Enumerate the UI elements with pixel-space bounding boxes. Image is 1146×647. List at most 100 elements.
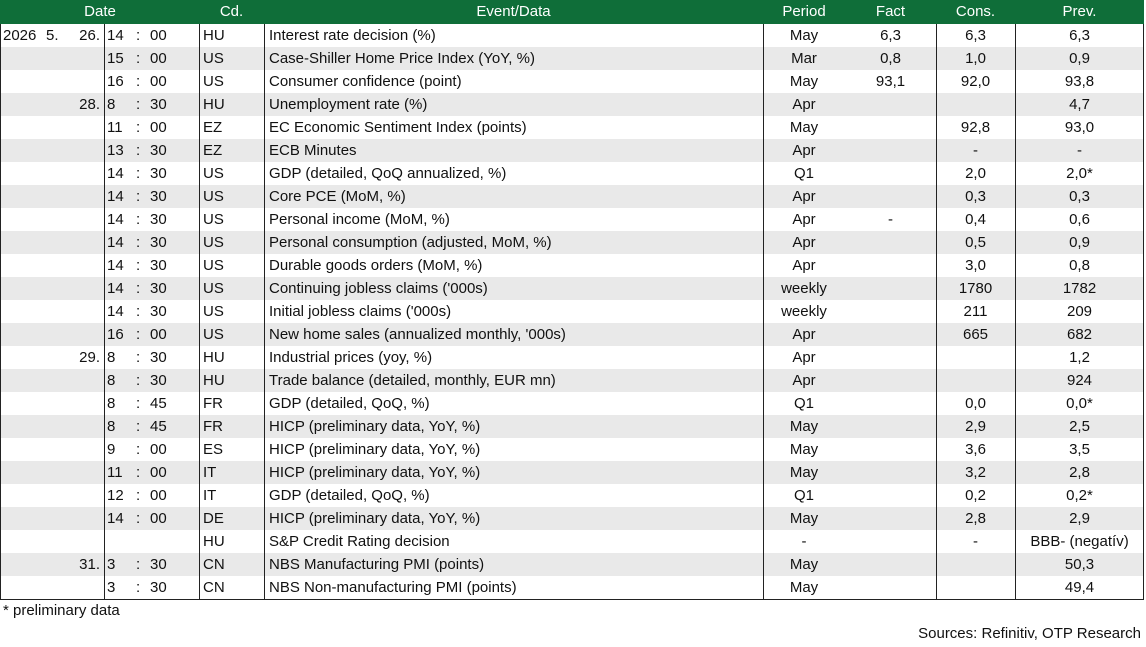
cell-cons: 1,0 — [965, 50, 986, 67]
cell-minute: 00 — [150, 464, 167, 481]
cell-hour: 11 — [107, 464, 123, 481]
time-separator: : — [136, 372, 141, 389]
cell-prev: 0,9 — [1069, 234, 1090, 251]
cell-prev: 2,9 — [1069, 510, 1090, 527]
cell-event: Consumer confidence (point) — [269, 73, 462, 90]
cell-cons: - — [973, 142, 978, 159]
cell-code: EZ — [203, 119, 223, 136]
cell-event: ECB Minutes — [269, 142, 357, 159]
cell-event: Industrial prices (yoy, %) — [269, 349, 433, 366]
time-separator: : — [136, 257, 141, 274]
cell-period: weekly — [781, 280, 827, 297]
cell-period: Apr — [792, 96, 816, 113]
cell-code: ES — [203, 441, 224, 458]
cell-code: IT — [203, 464, 217, 481]
cell-code: US — [203, 303, 224, 320]
cell-period: May — [789, 441, 819, 458]
time-separator: : — [136, 395, 141, 412]
source: Sources: Refinitiv, OTP Research — [918, 625, 1141, 642]
column-border — [264, 24, 265, 599]
cell-minute: 30 — [150, 211, 167, 228]
table-row — [0, 277, 1144, 300]
cell-fact: - — [888, 211, 893, 228]
cell-code: US — [203, 165, 224, 182]
column-border — [104, 24, 105, 599]
cell-period: Q1 — [793, 165, 814, 182]
cell-code: US — [203, 257, 224, 274]
cell-hour: 8 — [107, 418, 116, 435]
cell-hour: 14 — [107, 188, 124, 205]
cell-hour: 14 — [107, 510, 124, 527]
column-border — [1015, 24, 1016, 599]
cell-code: HU — [203, 27, 225, 44]
table-row — [0, 323, 1144, 346]
cell-event: Unemployment rate (%) — [269, 96, 428, 113]
cell-cons: 6,3 — [965, 27, 986, 44]
time-separator: : — [136, 211, 141, 228]
cell-cons: 0,2 — [965, 487, 986, 504]
time-separator: : — [136, 96, 141, 113]
cell-period: Q1 — [793, 395, 814, 412]
cell-period: Apr — [792, 142, 816, 159]
cell-fact: 6,3 — [880, 27, 901, 44]
cell-code: HU — [203, 349, 225, 366]
cell-minute: 30 — [150, 234, 167, 251]
cell-prev: 1782 — [1062, 280, 1097, 297]
cell-prev: 2,5 — [1069, 418, 1090, 435]
cell-prev: 50,3 — [1064, 556, 1095, 573]
cell-cons: 2,9 — [965, 418, 986, 435]
time-separator: : — [136, 303, 141, 320]
cell-prev: 49,4 — [1064, 579, 1095, 596]
time-separator: : — [136, 487, 141, 504]
cell-day: 29. — [79, 349, 100, 366]
cell-period: - — [801, 533, 807, 550]
cell-month: 5. — [46, 27, 59, 44]
cell-code: HU — [203, 372, 225, 389]
cell-prev: 0,0* — [1066, 395, 1093, 412]
cell-event: NBS Non-manufacturing PMI (points) — [269, 579, 517, 596]
cell-event: GDP (detailed, QoQ, %) — [269, 395, 430, 412]
table-row — [0, 484, 1144, 507]
cell-cons: 0,5 — [965, 234, 986, 251]
cell-code: DE — [203, 510, 224, 527]
cell-hour: 14 — [107, 280, 124, 297]
cell-period: May — [789, 464, 819, 481]
column-border — [936, 24, 937, 599]
cell-prev: 2,0* — [1066, 165, 1093, 182]
table-row — [0, 208, 1144, 231]
cell-event: Trade balance (detailed, monthly, EUR mn… — [269, 372, 556, 389]
time-separator: : — [136, 326, 141, 343]
cell-hour: 8 — [107, 96, 116, 113]
time-separator: : — [136, 50, 141, 67]
cell-prev: - — [1077, 142, 1082, 159]
time-separator: : — [136, 280, 141, 297]
cell-period: May — [789, 510, 819, 527]
cell-day: 31. — [79, 556, 100, 573]
cell-minute: 30 — [150, 556, 167, 573]
header-cons: Cons. — [955, 3, 996, 20]
cell-cons: 0,3 — [965, 188, 986, 205]
cell-prev: 1,2 — [1069, 349, 1090, 366]
cell-period: Apr — [792, 257, 816, 274]
cell-event: Interest rate decision (%) — [269, 27, 436, 44]
cell-minute: 00 — [150, 326, 167, 343]
time-separator: : — [136, 556, 141, 573]
time-separator: : — [136, 188, 141, 205]
cell-minute: 00 — [150, 27, 167, 44]
cell-event: NBS Manufacturing PMI (points) — [269, 556, 485, 573]
cell-period: weekly — [781, 303, 827, 320]
table-row — [0, 24, 1144, 47]
table-row — [0, 93, 1144, 116]
cell-code: EZ — [203, 142, 223, 159]
cell-hour: 14 — [107, 27, 124, 44]
cell-prev: 3,5 — [1069, 441, 1090, 458]
cell-period: May — [789, 579, 819, 596]
table-row — [0, 576, 1144, 599]
cell-event: Durable goods orders (MoM, %) — [269, 257, 483, 274]
footnote: * preliminary data — [3, 602, 120, 619]
table-row — [0, 438, 1144, 461]
cell-code: US — [203, 234, 224, 251]
cell-fact: 0,8 — [880, 50, 901, 67]
cell-hour: 8 — [107, 349, 116, 366]
